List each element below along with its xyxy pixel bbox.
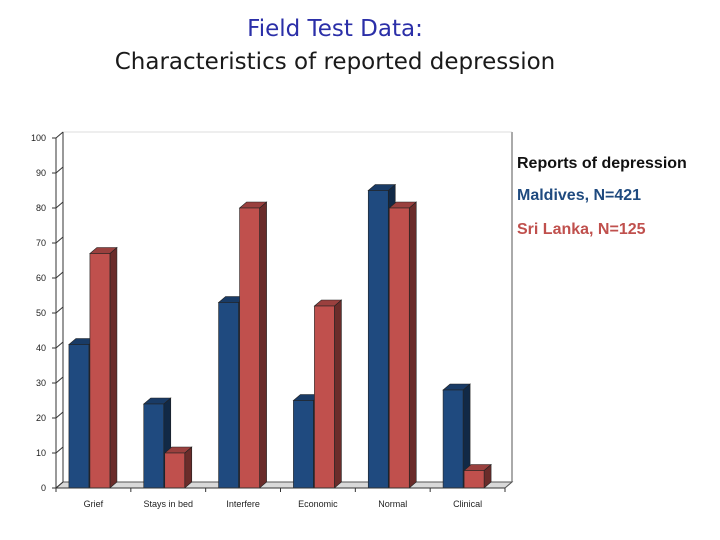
bar-side-1-2 [259, 201, 267, 489]
y-tick-label: 20 [36, 413, 46, 423]
x-tick-label: Stays in bed [143, 499, 193, 509]
bar-1-0 [89, 253, 111, 489]
bar-1-4 [388, 207, 410, 489]
x-tick-label: Normal [378, 499, 407, 509]
y-tick-label: 10 [36, 448, 46, 458]
bar-1-3 [314, 305, 335, 489]
y-tick-diagonal [55, 446, 64, 454]
x-tick-label: Economic [298, 499, 338, 509]
y-tick-label: 30 [36, 378, 46, 388]
y-tick-diagonal [55, 376, 64, 384]
y-tick-label: 40 [36, 343, 46, 353]
y-tick-diagonal [55, 236, 64, 244]
bar-1-5 [463, 470, 485, 489]
x-tick-label: Grief [84, 499, 104, 509]
bar-side-1-3 [334, 299, 342, 489]
legend-title: Reports of depression [517, 155, 687, 172]
legend-entry-sri-lanka: Sri Lanka, N=125 [517, 221, 646, 238]
y-tick-diagonal [55, 166, 64, 174]
chart-title-line-1: Field Test Data: [247, 16, 423, 42]
y-tick-label: 90 [36, 168, 46, 178]
bar-side-1-4 [408, 201, 417, 489]
bar-0-0 [68, 344, 90, 489]
bar-0-3 [293, 400, 314, 489]
bar-0-4 [367, 190, 389, 489]
bar-side-1-0 [109, 246, 118, 489]
legend-entry-maldives: Maldives, N=421 [517, 187, 642, 204]
y-tick-diagonal [55, 131, 64, 139]
y-tick-diagonal [55, 411, 64, 419]
x-tick-label: Clinical [453, 499, 482, 509]
y-tick-label: 50 [36, 308, 46, 318]
bar-0-5 [442, 389, 464, 489]
y-tick-diagonal [55, 341, 64, 349]
y-tick-label: 100 [31, 133, 46, 143]
y-tick-label: 80 [36, 203, 46, 213]
y-tick-diagonal [55, 481, 64, 489]
y-tick-label: 0 [41, 483, 46, 493]
bar-1-2 [239, 207, 260, 489]
chart-title-line-2: Characteristics of reported depression [114, 49, 556, 75]
bar-side-1-1 [184, 446, 193, 489]
y-tick-diagonal [55, 306, 64, 314]
x-tick-label: Interfere [226, 499, 260, 509]
bar-0-1 [143, 403, 165, 489]
bar-1-1 [164, 452, 186, 489]
y-tick-diagonal [55, 201, 64, 209]
bar-0-2 [218, 302, 239, 489]
y-tick-diagonal [55, 271, 64, 279]
y-tick-label: 60 [36, 273, 46, 283]
y-tick-label: 70 [36, 238, 46, 248]
